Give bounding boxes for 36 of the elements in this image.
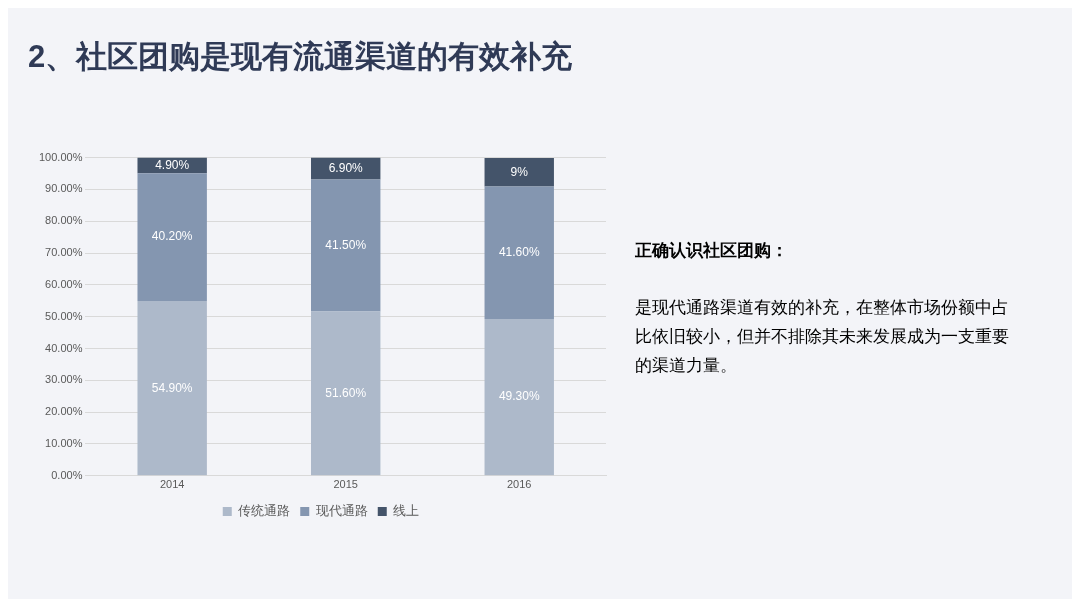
y-tick-label: 40.00% bbox=[45, 341, 83, 354]
bar bbox=[484, 318, 554, 476]
y-tick-label: 50.00% bbox=[45, 309, 83, 322]
data-label: 51.60% bbox=[325, 385, 367, 400]
y-tick-label: 10.00% bbox=[45, 437, 83, 450]
legend-label: 现代通路 bbox=[315, 503, 368, 519]
legend-label: 传统通路 bbox=[238, 503, 291, 519]
legend-label: 线上 bbox=[393, 503, 420, 519]
x-tick-label: 2016 bbox=[507, 478, 532, 491]
data-label: 41.60% bbox=[498, 245, 540, 260]
y-tick-label: 60.00% bbox=[45, 277, 83, 290]
text: 正确认识社区团购： bbox=[635, 240, 789, 262]
x-tick-label: 2014 bbox=[159, 478, 185, 491]
bar bbox=[484, 157, 554, 187]
data-label: 41.50% bbox=[325, 237, 367, 252]
y-tick-label: 0.00% bbox=[51, 468, 83, 481]
y-tick-label: 90.00% bbox=[45, 182, 83, 195]
bar bbox=[137, 301, 207, 476]
y-tick-label: 100.00% bbox=[38, 150, 83, 163]
bar bbox=[484, 186, 554, 319]
data-label: 40.20% bbox=[151, 229, 193, 244]
chart-title: 2、社区团购是现有流通渠道的有效补充 bbox=[28, 38, 573, 76]
data-label: 9% bbox=[510, 164, 529, 179]
data-label: 4.90% bbox=[155, 157, 190, 172]
x-tick-label: 2015 bbox=[333, 478, 358, 491]
data-label: 6.90% bbox=[328, 160, 364, 175]
data-label: 54.90% bbox=[151, 380, 193, 395]
y-tick-label: 70.00% bbox=[45, 246, 83, 259]
bar bbox=[311, 311, 381, 476]
y-tick-label: 30.00% bbox=[45, 373, 83, 386]
bar bbox=[311, 179, 381, 312]
y-tick-label: 20.00% bbox=[45, 405, 83, 418]
text: 是现代通路渠道有效的补充，在整体市场份额中占比依旧较小，但并不排除其未来发展成为一支重要的渠道力量。 bbox=[635, 297, 1010, 377]
y-tick-label: 80.00% bbox=[45, 214, 83, 227]
data-label: 49.30% bbox=[498, 389, 540, 404]
bar bbox=[137, 173, 207, 302]
